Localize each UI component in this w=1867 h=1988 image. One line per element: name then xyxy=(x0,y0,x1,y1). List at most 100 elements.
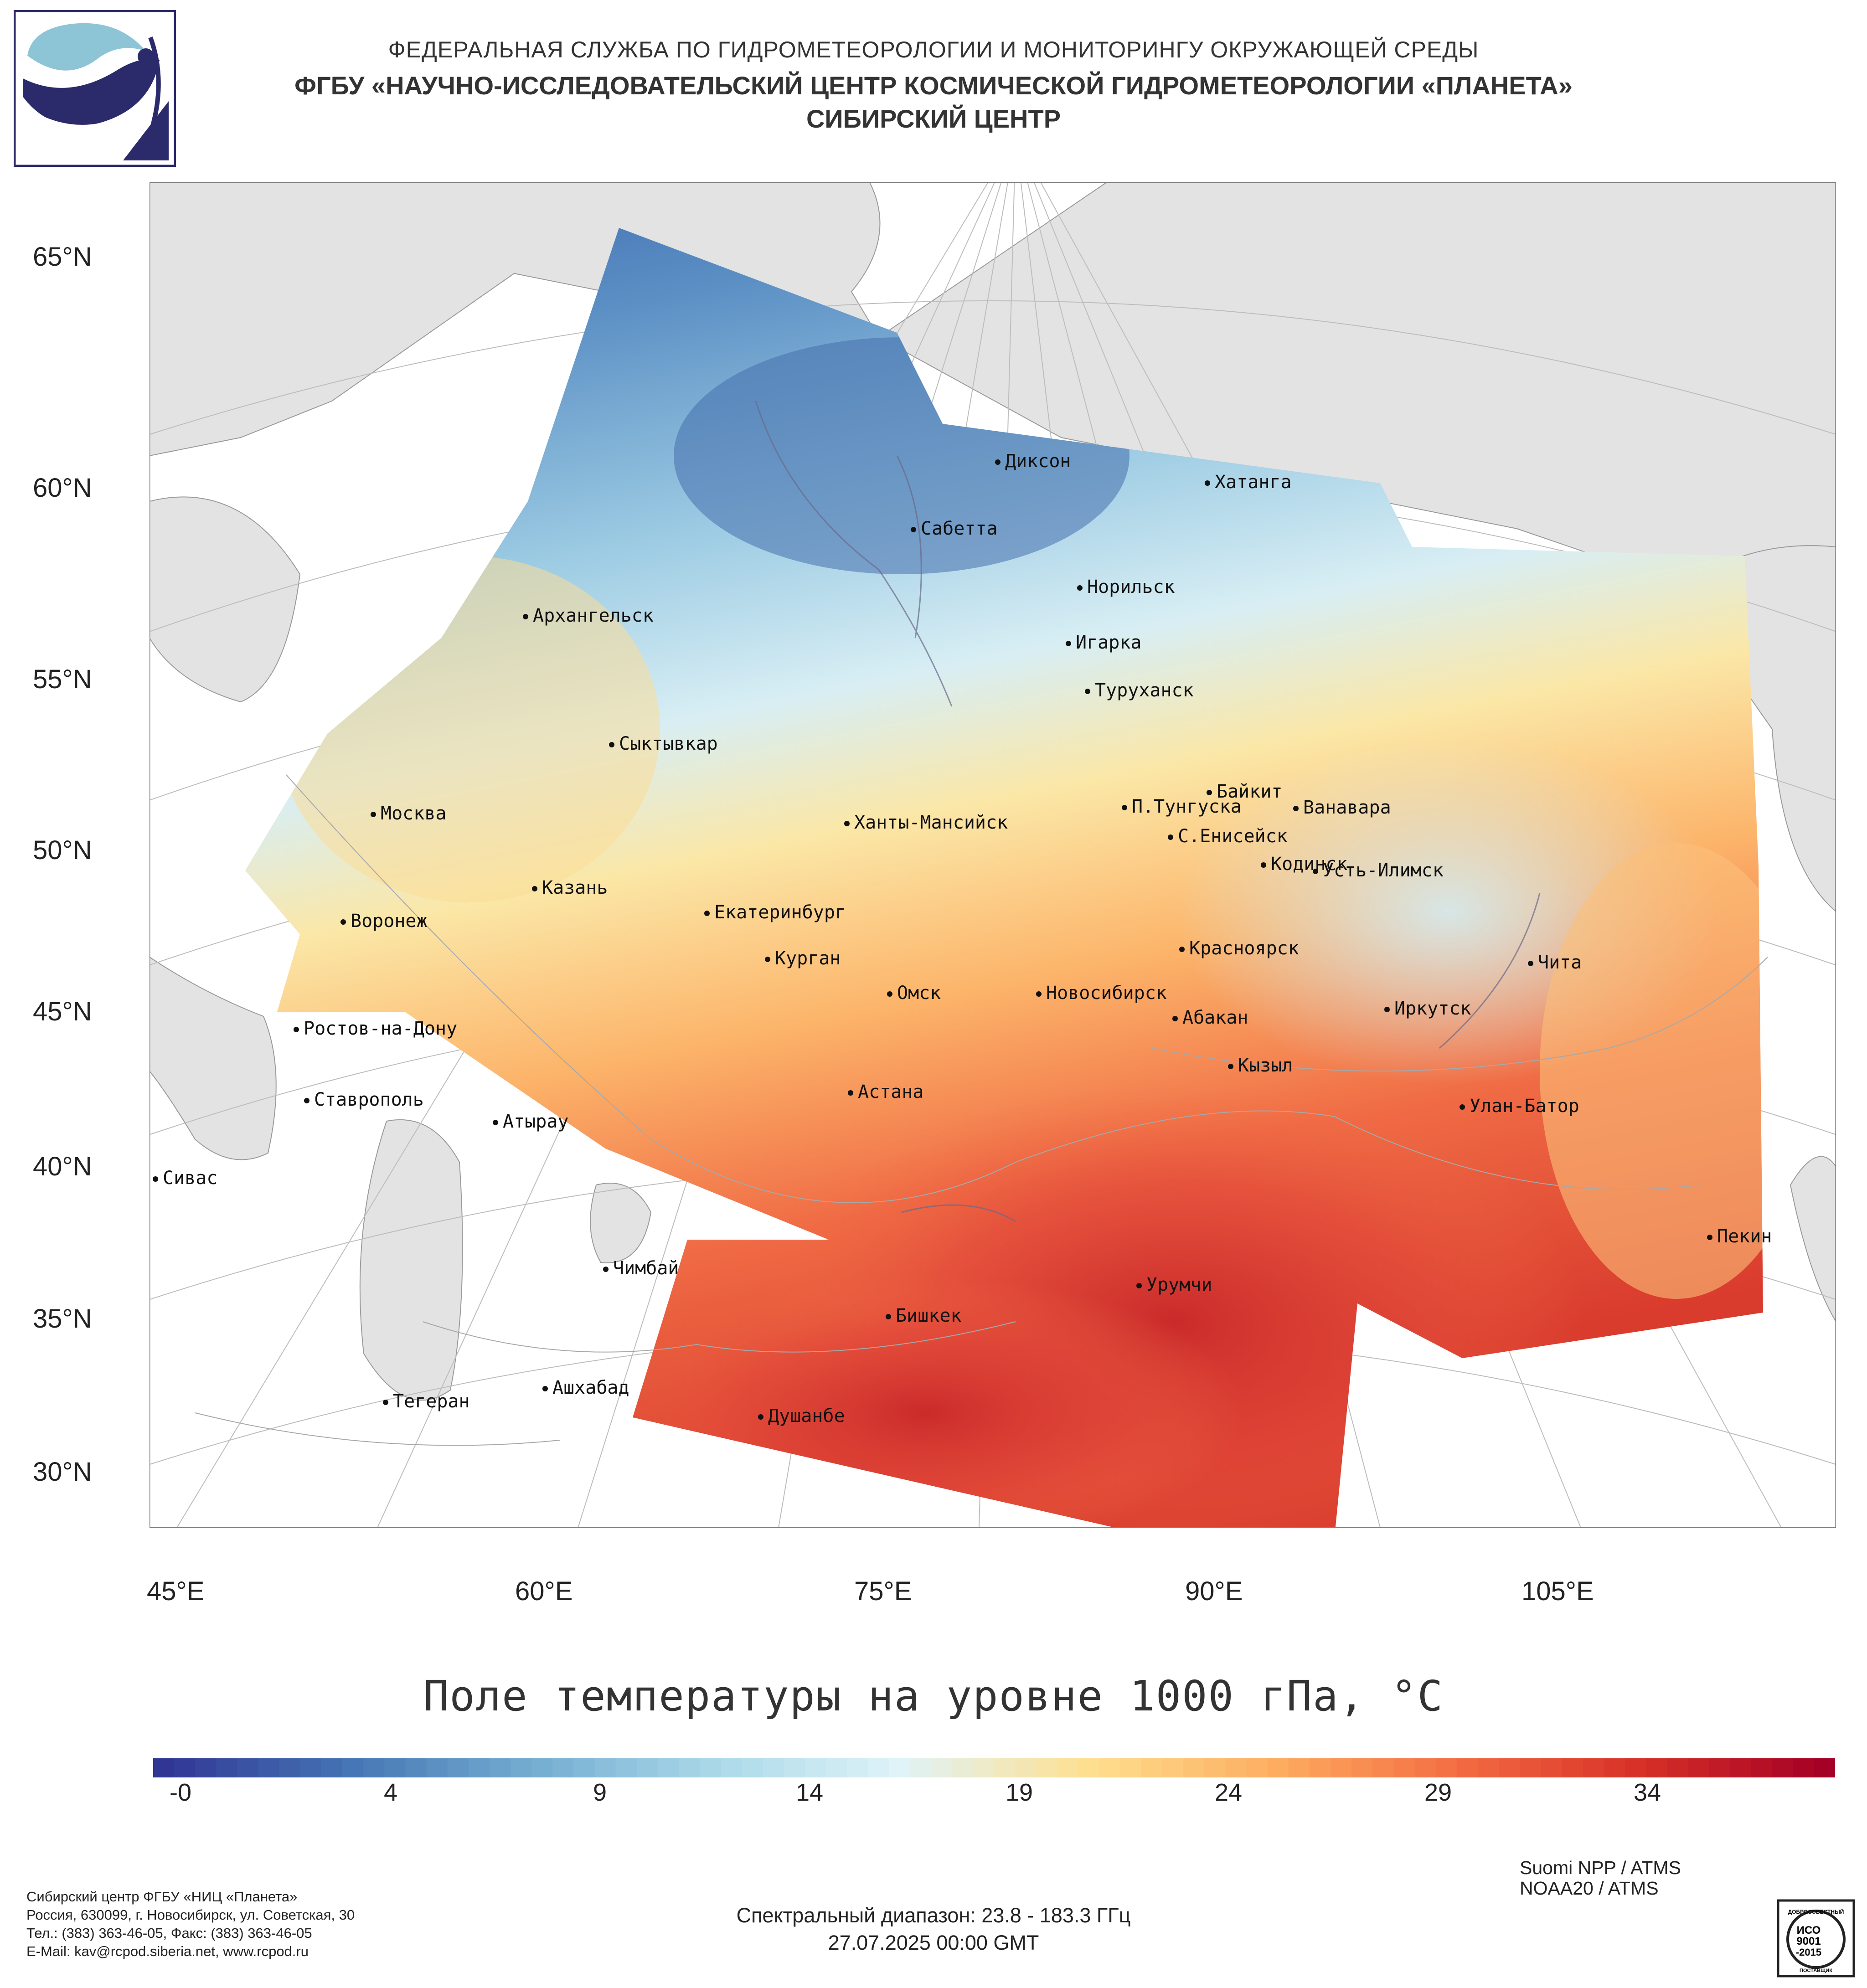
city-label: Омск xyxy=(887,984,941,1002)
lon-label-45: 45°E xyxy=(147,1576,205,1606)
city-label: Кызыл xyxy=(1228,1056,1293,1075)
colorbar-step xyxy=(1499,1758,1521,1777)
colorbar-step xyxy=(889,1758,911,1777)
colorbar-step xyxy=(952,1758,974,1777)
colorbar-step xyxy=(721,1758,743,1777)
colorbar-step xyxy=(153,1758,175,1777)
svg-text:ДОБРОСОВЕСТНЫЙ: ДОБРОСОВЕСТНЫЙ xyxy=(1788,1908,1844,1915)
colorbar-step xyxy=(700,1758,722,1777)
colorbar-step xyxy=(216,1758,238,1777)
city-label: Ашхабад xyxy=(542,1379,629,1397)
colorbar-tick: 4 xyxy=(383,1779,398,1806)
colorbar-step xyxy=(1331,1758,1352,1777)
satellite-1: Suomi NPP / ATMS xyxy=(1520,1857,1681,1878)
city-label: Хатанга xyxy=(1205,473,1292,491)
city-label: Атырау xyxy=(493,1112,569,1131)
city-label: Архангельск xyxy=(523,607,654,625)
colorbar-step xyxy=(363,1758,385,1777)
colorbar-step xyxy=(1183,1758,1205,1777)
colorbar-tick: 29 xyxy=(1424,1779,1452,1806)
colorbar-step xyxy=(1793,1758,1815,1777)
city-label: Иркутск xyxy=(1384,999,1471,1018)
header-agency: ФЕДЕРАЛЬНАЯ СЛУЖБА ПО ГИДРОМЕТЕОРОЛОГИИ … xyxy=(388,37,1479,62)
colorbar-tick: 19 xyxy=(1005,1779,1033,1806)
city-label: Урумчи xyxy=(1136,1276,1212,1294)
city-label: Москва xyxy=(371,804,447,823)
colorbar-step xyxy=(1625,1758,1646,1777)
footer-org: Сибирский центр ФГБУ «НИЦ «Планета» Росс… xyxy=(26,1889,355,1959)
colorbar-step xyxy=(490,1758,511,1777)
lon-label-75: 75°E xyxy=(854,1576,912,1606)
colorbar-step xyxy=(1456,1758,1478,1777)
colorbar-step xyxy=(594,1758,616,1777)
colorbar-step xyxy=(784,1758,805,1777)
colorbar-step xyxy=(847,1758,869,1777)
colorbar-step xyxy=(279,1758,301,1777)
city-label: Чита xyxy=(1528,953,1582,972)
colorbar-step xyxy=(1772,1758,1794,1777)
city-label: Душанбе xyxy=(758,1407,845,1425)
colorbar-step xyxy=(1520,1758,1542,1777)
colorbar-step xyxy=(1288,1758,1310,1777)
colorbar-step xyxy=(321,1758,343,1777)
colorbar-step xyxy=(1036,1758,1058,1777)
iso-certificate-badge: ДОБРОСОВЕСТНЫЙ ИСО 9001 -2015 ПОСТАВЩИК xyxy=(1777,1899,1855,1978)
svg-text:9001: 9001 xyxy=(1796,1935,1821,1947)
colorbar-step xyxy=(1057,1758,1079,1777)
colorbar-step xyxy=(826,1758,848,1777)
colorbar-step xyxy=(468,1758,490,1777)
colorbar-step xyxy=(237,1758,259,1777)
colorbar-step xyxy=(258,1758,280,1777)
city-label: Диксон xyxy=(995,452,1071,470)
city-label: Чимбай xyxy=(603,1259,679,1277)
city-label: С.Енисейск xyxy=(1168,827,1288,845)
city-label: Бишкек xyxy=(886,1307,962,1325)
map-title: Поле температуры на уровне 1000 гПа, °C xyxy=(423,1672,1444,1720)
colorbar-step xyxy=(1225,1758,1247,1777)
city-label: П.Тунгуска xyxy=(1122,798,1242,816)
city-label: Абакан xyxy=(1172,1009,1248,1027)
colorbar-step xyxy=(1751,1758,1773,1777)
colorbar-tick: -0 xyxy=(169,1779,192,1806)
city-label: Ставрополь xyxy=(304,1091,424,1109)
satellite-2: NOAA20 / ATMS xyxy=(1520,1878,1659,1899)
colorbar-step xyxy=(531,1758,553,1777)
colorbar-step xyxy=(195,1758,217,1777)
city-label: Норильск xyxy=(1077,578,1175,596)
city-label: Улан-Батор xyxy=(1460,1097,1579,1115)
city-label: Кодинск xyxy=(1261,855,1348,873)
lat-label-50: 50°N xyxy=(33,835,92,865)
colorbar-step xyxy=(1351,1758,1373,1777)
svg-text:ИСО: ИСО xyxy=(1797,1924,1821,1936)
colorbar-step xyxy=(1120,1758,1142,1777)
colorbar-step xyxy=(658,1758,680,1777)
colorbar-step xyxy=(426,1758,448,1777)
city-label: Курган xyxy=(765,949,841,968)
colorbar-step xyxy=(342,1758,364,1777)
colorbar-step xyxy=(1541,1758,1563,1777)
colorbar-step xyxy=(910,1758,932,1777)
colorbar-tick: 14 xyxy=(795,1779,824,1806)
planeta-logo xyxy=(14,10,176,167)
city-label: Екатеринбург xyxy=(704,903,846,922)
colorbar-tick: 24 xyxy=(1214,1779,1243,1806)
city-label: Казань xyxy=(532,879,608,897)
temperature-map xyxy=(150,182,1836,1528)
colorbar-step xyxy=(973,1758,995,1777)
colorbar-step xyxy=(1645,1758,1668,1777)
lat-label-30: 30°N xyxy=(33,1457,92,1487)
svg-text:ПОСТАВЩИК: ПОСТАВЩИК xyxy=(1800,1968,1832,1973)
colorbar-step xyxy=(1435,1758,1457,1777)
colorbar-step xyxy=(615,1758,637,1777)
city-label: Ростов-на-Дону xyxy=(294,1020,457,1038)
lat-label-40: 40°N xyxy=(33,1152,92,1181)
colorbar-step xyxy=(405,1758,427,1777)
colorbar-step xyxy=(300,1758,322,1777)
city-label: Туруханск xyxy=(1085,681,1194,700)
colorbar-step xyxy=(1372,1758,1394,1777)
colorbar-step xyxy=(1730,1758,1752,1777)
colorbar-step xyxy=(1393,1758,1415,1777)
city-label: Новосибирск xyxy=(1036,984,1167,1002)
colorbar-step xyxy=(763,1758,784,1777)
colorbar-step xyxy=(1583,1758,1604,1777)
